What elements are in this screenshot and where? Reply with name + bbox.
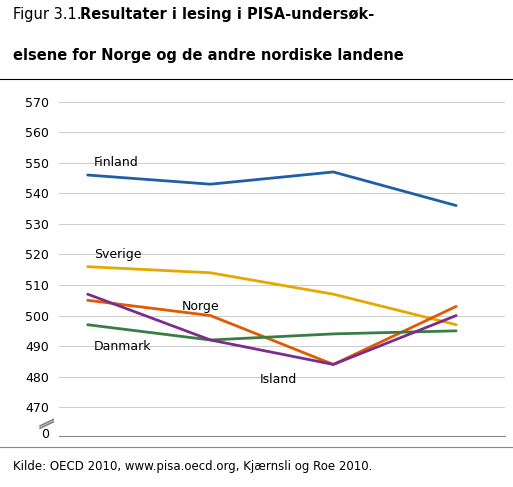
- Text: Danmark: Danmark: [94, 339, 151, 353]
- Text: elsene for Norge og de andre nordiske landene: elsene for Norge og de andre nordiske la…: [13, 48, 404, 63]
- Text: Sverige: Sverige: [94, 248, 141, 261]
- Text: Island: Island: [260, 373, 297, 386]
- Text: Kilde: OECD 2010, www.pisa.oecd.org, Kjærnsli og Roe 2010.: Kilde: OECD 2010, www.pisa.oecd.org, Kjæ…: [13, 460, 372, 473]
- Text: Figur 3.1.: Figur 3.1.: [13, 7, 86, 21]
- Text: Finland: Finland: [94, 156, 139, 169]
- Text: Norge: Norge: [182, 300, 220, 313]
- Text: Resultater i lesing i PISA-undersøk-: Resultater i lesing i PISA-undersøk-: [80, 7, 374, 21]
